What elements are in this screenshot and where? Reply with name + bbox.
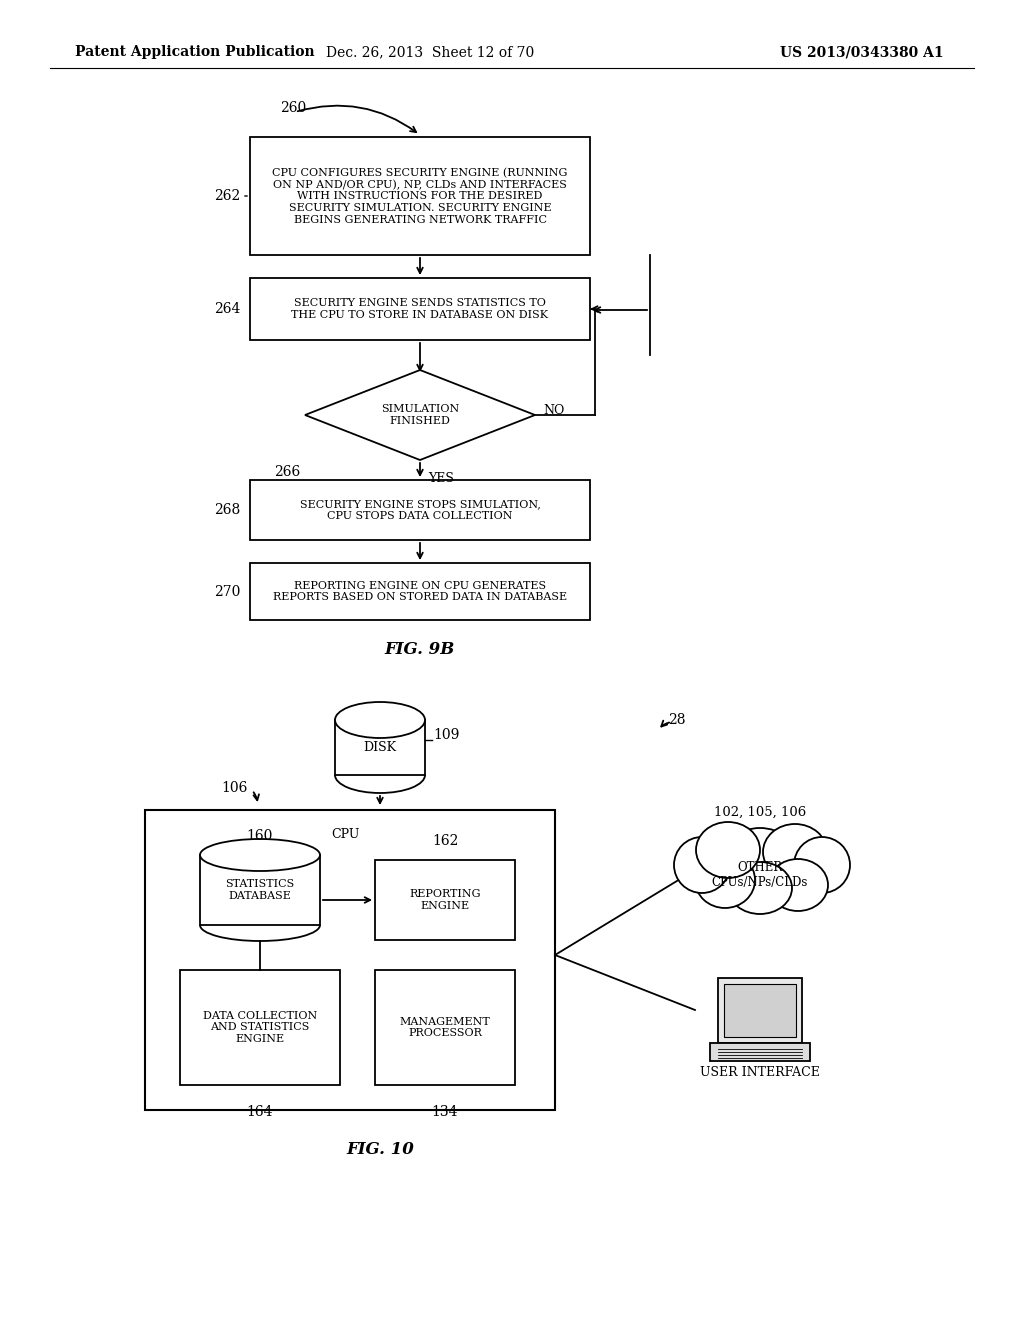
Text: 264: 264 — [214, 302, 240, 315]
Ellipse shape — [200, 840, 319, 871]
Text: MANAGEMENT
PROCESSOR: MANAGEMENT PROCESSOR — [399, 1016, 490, 1039]
Text: 102, 105, 106: 102, 105, 106 — [714, 805, 806, 818]
Text: STATISTICS
DATABASE: STATISTICS DATABASE — [225, 879, 295, 900]
Text: YES: YES — [428, 471, 454, 484]
Ellipse shape — [674, 837, 730, 894]
Text: 162: 162 — [432, 834, 458, 847]
Ellipse shape — [768, 859, 828, 911]
Bar — [375, 861, 515, 940]
Text: 268: 268 — [214, 503, 240, 517]
Bar — [724, 983, 796, 1036]
Text: DATA COLLECTION
AND STATISTICS
ENGINE: DATA COLLECTION AND STATISTICS ENGINE — [203, 1011, 317, 1044]
Bar — [710, 1043, 810, 1060]
Text: 160: 160 — [247, 829, 273, 843]
Ellipse shape — [696, 822, 760, 878]
Polygon shape — [305, 370, 535, 459]
Text: SECURITY ENGINE SENDS STATISTICS TO
THE CPU TO STORE IN DATABASE ON DISK: SECURITY ENGINE SENDS STATISTICS TO THE … — [292, 298, 549, 319]
Ellipse shape — [722, 828, 798, 892]
Text: FIG. 9B: FIG. 9B — [385, 642, 455, 659]
Bar — [250, 279, 590, 341]
Text: SIMULATION
FINISHED: SIMULATION FINISHED — [381, 404, 459, 426]
Bar — [180, 970, 340, 1085]
Text: REPORTING ENGINE ON CPU GENERATES
REPORTS BASED ON STORED DATA IN DATABASE: REPORTING ENGINE ON CPU GENERATES REPORT… — [273, 581, 567, 602]
Ellipse shape — [695, 851, 755, 908]
Ellipse shape — [763, 824, 827, 880]
Bar — [250, 480, 590, 540]
Text: 270: 270 — [214, 585, 240, 598]
Bar — [250, 137, 590, 255]
Ellipse shape — [794, 837, 850, 894]
Text: 164: 164 — [247, 1105, 273, 1119]
Text: 106: 106 — [221, 781, 248, 795]
Text: 262: 262 — [214, 189, 240, 203]
Bar — [145, 810, 555, 1110]
Bar — [718, 978, 802, 1043]
Text: USER INTERFACE: USER INTERFACE — [700, 1065, 820, 1078]
Ellipse shape — [335, 702, 425, 738]
Text: Dec. 26, 2013  Sheet 12 of 70: Dec. 26, 2013 Sheet 12 of 70 — [326, 45, 535, 59]
Text: DISK: DISK — [364, 741, 396, 754]
Ellipse shape — [728, 862, 792, 913]
Text: CPU CONFIGURES SECURITY ENGINE (RUNNING
ON NP AND/OR CPU), NP, CLDs AND INTERFAC: CPU CONFIGURES SECURITY ENGINE (RUNNING … — [272, 168, 567, 224]
Bar — [375, 970, 515, 1085]
Text: OTHER
CPUs/NPs/CLDs: OTHER CPUs/NPs/CLDs — [712, 861, 808, 888]
Text: 109: 109 — [433, 729, 460, 742]
Text: 28: 28 — [668, 713, 685, 727]
Text: CPU: CPU — [331, 829, 359, 842]
Bar — [200, 855, 319, 925]
Bar — [335, 719, 425, 775]
Text: SECURITY ENGINE STOPS SIMULATION,
CPU STOPS DATA COLLECTION: SECURITY ENGINE STOPS SIMULATION, CPU ST… — [300, 499, 541, 521]
Text: 260: 260 — [280, 102, 306, 115]
Text: Patent Application Publication: Patent Application Publication — [75, 45, 314, 59]
Text: 134: 134 — [432, 1105, 459, 1119]
Text: 266: 266 — [273, 465, 300, 479]
Text: FIG. 10: FIG. 10 — [346, 1142, 414, 1159]
Text: NO: NO — [543, 404, 564, 417]
Bar — [250, 564, 590, 620]
Text: REPORTING
ENGINE: REPORTING ENGINE — [410, 890, 480, 911]
Text: US 2013/0343380 A1: US 2013/0343380 A1 — [780, 45, 944, 59]
